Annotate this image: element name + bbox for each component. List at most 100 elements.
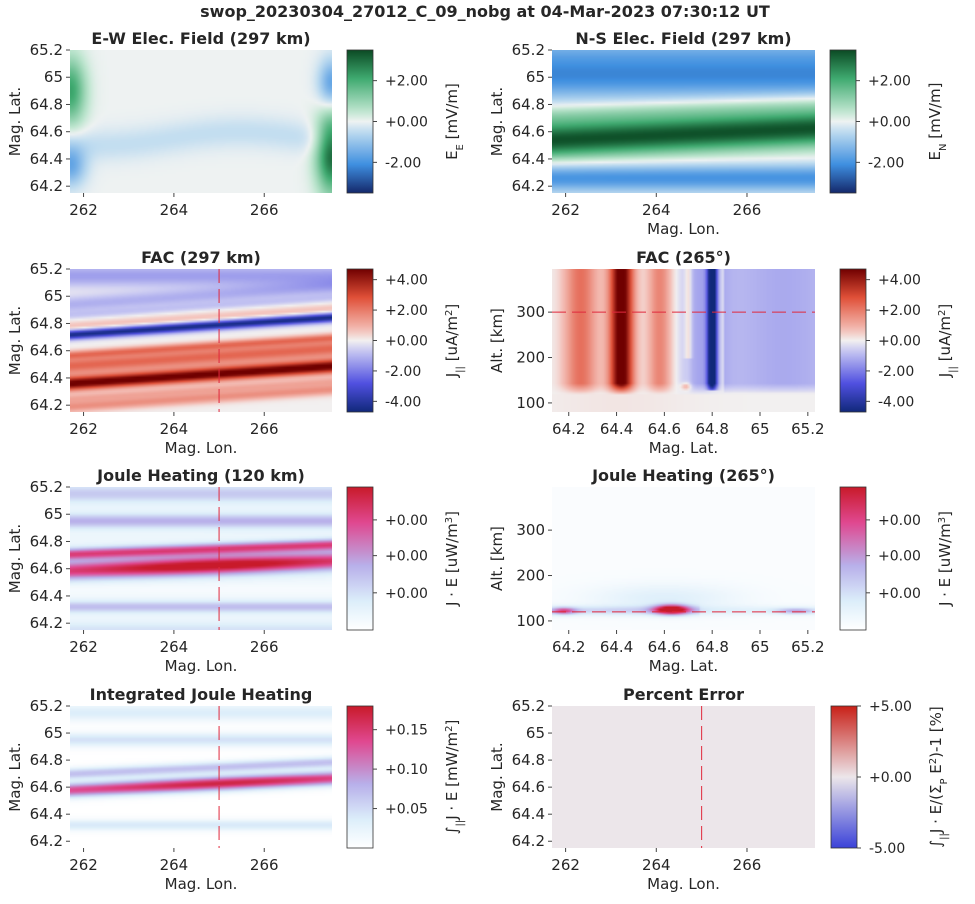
y-axis-label: Mag. Lat. xyxy=(488,87,506,156)
colorbar-label: J · E [uW/m3] xyxy=(936,511,954,607)
colorbar-label: ∫||J · E/(ΣP E2)-1 [%] xyxy=(927,706,950,847)
x-tick-label: 64.4 xyxy=(600,420,633,438)
colorbar-tick-label: +2.00 xyxy=(385,74,428,90)
y-tick-label: 65 xyxy=(44,724,63,742)
x-tick-label: 266 xyxy=(250,638,279,656)
heatmap-perr xyxy=(552,706,815,848)
x-tick-label: 262 xyxy=(69,420,98,438)
colorbar-tick-label: +0.05 xyxy=(385,802,428,818)
y-tick-label: 65 xyxy=(44,505,63,523)
y-tick-label: 65 xyxy=(526,68,545,86)
x-tick-label: 64.8 xyxy=(695,420,728,438)
y-tick-label: 64.4 xyxy=(30,150,63,168)
heatmap-ns xyxy=(552,50,815,193)
x-tick-label: 64.6 xyxy=(648,420,681,438)
colorbar-tick-label: +0.00 xyxy=(869,770,912,786)
x-tick-label: 65.2 xyxy=(791,638,824,656)
colorbar-tick-label: +0.00 xyxy=(385,586,428,602)
y-axis-label: Mag. Lat. xyxy=(6,87,24,156)
panel-ew: 262 264 266 64.2 64.4 64.6 64.8 65 65.2 E-W Elec.… xyxy=(6,29,466,219)
x-tick-label: 64.4 xyxy=(600,638,633,656)
colorbar xyxy=(830,705,858,849)
x-tick-label: 64.8 xyxy=(695,638,728,656)
x-axis-label: Mag. Lon. xyxy=(647,220,720,238)
y-axis-label: Alt. [km] xyxy=(488,526,506,591)
panel-intjoule: 262 264 266 64.2 64.4 64.6 64.8 65 65.2 Integrate… xyxy=(6,685,466,893)
y-tick-label: 65.2 xyxy=(30,478,63,496)
colorbar-tick-label: -5.00 xyxy=(869,841,905,857)
heatmap-joule265 xyxy=(552,487,815,630)
colorbar-tick-label: -2.00 xyxy=(385,364,421,380)
colorbar-label: J · E [uW/m3] xyxy=(443,511,461,607)
panel-ns: 262 264 266 64.2 64.4 64.6 64.8 65 65.2 N-S Elec.… xyxy=(488,29,949,238)
y-tick-label: 64.6 xyxy=(30,560,63,578)
y-tick-label: 64.4 xyxy=(30,805,63,823)
y-tick-label: 300 xyxy=(516,521,545,539)
x-tick-label: 266 xyxy=(733,856,762,874)
y-tick-label: 65 xyxy=(44,68,63,86)
panel-title: FAC (265°) xyxy=(636,248,731,267)
y-axis-label: Mag. Lat. xyxy=(6,306,24,375)
y-tick-label: 64.8 xyxy=(512,95,545,113)
y-tick-label: 64.8 xyxy=(30,532,63,550)
x-tick-label: 266 xyxy=(250,420,279,438)
colorbar-tick-label: -2.00 xyxy=(878,364,914,380)
y-tick-label: 64.6 xyxy=(30,778,63,796)
panel-fac297: 262 264 266 64.2 64.4 64.6 64.8 65 65.2 FAC (297 … xyxy=(6,248,466,457)
colorbar-tick-label: +2.00 xyxy=(878,303,921,319)
x-tick-label: 264 xyxy=(160,201,189,219)
x-tick-label: 65.2 xyxy=(791,420,824,438)
x-axis-label: Mag. Lat. xyxy=(649,657,718,675)
x-tick-label: 266 xyxy=(250,856,279,874)
y-tick-label: 100 xyxy=(516,612,545,630)
y-axis-label: Mag. Lat. xyxy=(6,524,24,593)
y-tick-label: 64.2 xyxy=(512,177,545,195)
panel-joule265: 64.2 64.4 64.6 64.8 65 65.2 100 200 300 Joule Hea… xyxy=(488,466,954,675)
colorbar xyxy=(839,268,867,413)
y-tick-label: 64.2 xyxy=(30,396,63,414)
y-tick-label: 65.2 xyxy=(30,41,63,59)
heatmap-fac297 xyxy=(70,269,332,412)
x-tick-label: 64.6 xyxy=(648,638,681,656)
heatmap-fac265 xyxy=(552,269,815,412)
colorbar-tick-label: -2.00 xyxy=(868,155,904,171)
colorbar xyxy=(346,268,374,413)
x-tick-label: 266 xyxy=(250,201,279,219)
colorbar-tick-label: +0.00 xyxy=(878,513,921,529)
panel-title: E-W Elec. Field (297 km) xyxy=(91,29,310,48)
y-tick-label: 65.2 xyxy=(512,697,545,715)
x-tick-label: 266 xyxy=(733,201,762,219)
y-tick-label: 64.4 xyxy=(512,150,545,168)
heatmap-intjoule xyxy=(70,706,332,848)
colorbar-tick-label: +0.00 xyxy=(385,549,428,565)
x-axis-label: Mag. Lon. xyxy=(165,439,238,457)
x-tick-label: 264 xyxy=(160,420,189,438)
x-tick-label: 262 xyxy=(551,856,580,874)
x-tick-label: 65 xyxy=(750,638,769,656)
colorbar-tick-label: +2.00 xyxy=(385,303,428,319)
x-tick-label: 65 xyxy=(750,420,769,438)
x-tick-label: 264 xyxy=(160,856,189,874)
colorbar-tick-label: +4.00 xyxy=(878,273,921,289)
colorbar-tick-label: +0.00 xyxy=(878,549,921,565)
colorbar-tick-label: +5.00 xyxy=(869,699,912,715)
y-tick-label: 64.6 xyxy=(512,123,545,141)
y-tick-label: 65 xyxy=(44,287,63,305)
y-tick-label: 65 xyxy=(526,724,545,742)
y-axis-label: Alt. [km] xyxy=(488,308,506,373)
y-tick-label: 200 xyxy=(516,349,545,367)
y-tick-label: 300 xyxy=(516,303,545,321)
y-tick-label: 64.6 xyxy=(30,123,63,141)
x-tick-label: 262 xyxy=(69,856,98,874)
y-tick-label: 64.4 xyxy=(512,805,545,823)
colorbar-label: EN [mV/m] xyxy=(926,83,949,161)
colorbar xyxy=(346,705,374,849)
y-tick-label: 64.4 xyxy=(30,369,63,387)
panel-title: Joule Heating (120 km) xyxy=(96,466,305,485)
panel-title: Joule Heating (265°) xyxy=(591,466,775,485)
heatmap-ew xyxy=(70,50,332,193)
y-tick-label: 64.2 xyxy=(30,832,63,850)
colorbar-tick-label: +2.00 xyxy=(868,74,911,90)
colorbar-tick-label: +0.00 xyxy=(385,115,428,131)
